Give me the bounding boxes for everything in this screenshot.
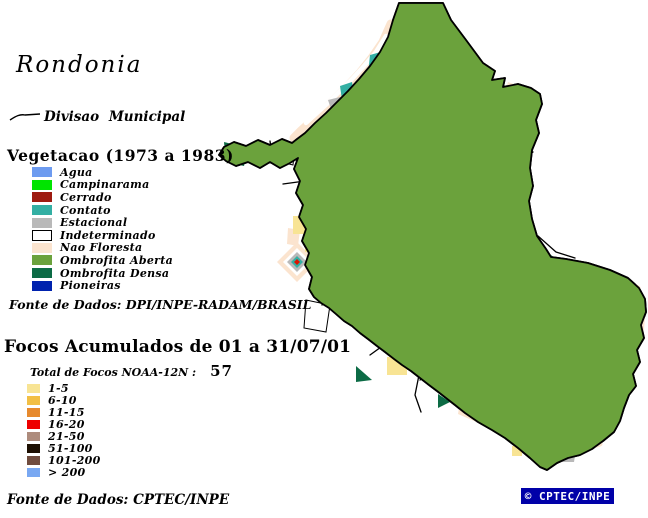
vegetation-source: Fonte de Dados: DPI/INPE-RADAM/BRASIL	[9, 297, 312, 312]
legend-item: 51-100	[27, 441, 101, 455]
legend-label: 51-100	[48, 441, 93, 455]
legend-label: Contato	[60, 203, 111, 217]
legend-item: Cerrado	[32, 191, 173, 204]
legend-swatch	[32, 205, 52, 216]
legend-swatch	[32, 217, 52, 228]
vegetation-heading: Vegetacao (1973 a 1983)	[7, 146, 234, 165]
legend-label: 16-20	[48, 418, 85, 432]
legend-swatch	[27, 408, 40, 418]
legend-swatch	[27, 396, 40, 406]
legend-item: 101-200	[27, 453, 101, 467]
legend-item: Indeterminado	[32, 229, 173, 242]
legend-swatch	[32, 192, 52, 203]
legend-item: Agua	[32, 166, 173, 179]
legend-swatch	[27, 455, 40, 465]
legend-swatch	[27, 443, 40, 453]
legend-swatch	[27, 420, 40, 430]
legend-swatch	[32, 280, 52, 291]
focos-total-value: 57	[210, 362, 233, 380]
legend-label: > 200	[48, 465, 86, 479]
legend-swatch	[27, 384, 40, 394]
legend-item: 1-5	[27, 382, 101, 396]
legend-label: Ombrofita Densa	[60, 266, 170, 280]
legend-swatch	[32, 255, 52, 266]
legend-label: 6-10	[48, 394, 77, 408]
state-border	[218, 2, 647, 471]
focos-heading: Focos Acumulados de 01 a 31/07/01	[4, 337, 352, 357]
legend-item: Ombrofita Densa	[32, 267, 173, 280]
legend-item: Ombrofita Aberta	[32, 254, 173, 267]
legend-swatch	[27, 432, 40, 441]
legend-label: Campinarama	[60, 178, 150, 192]
legend-item: Campinarama	[32, 178, 173, 192]
legend-swatch	[32, 242, 52, 253]
legend-item: 11-15	[27, 406, 101, 420]
legend-item: Contato	[32, 204, 173, 217]
division-line-icon	[8, 107, 42, 123]
legend-label: Agua	[60, 165, 93, 179]
legend-label: Pioneiras	[60, 279, 121, 293]
focos-legend: 1-5 6-10 11-15 16-20 21-50 51-100 101-20…	[27, 382, 101, 479]
legend-item: 6-10	[27, 394, 101, 408]
legend-item: > 200	[27, 465, 101, 479]
legend-label: 11-15	[48, 406, 85, 420]
cptec-inpe-badge: © CPTEC/INPE	[521, 488, 614, 504]
legend-swatch	[32, 229, 52, 241]
legend-item: Estacional	[32, 216, 173, 229]
legend-label: Ombrofita Aberta	[60, 253, 174, 267]
legend-item: Nao Floresta	[32, 241, 173, 255]
legend-swatch	[32, 179, 52, 190]
focos-total-label: Total de Focos NOAA-12N :	[30, 366, 197, 379]
legend-label: 21-50	[48, 430, 85, 444]
legend-label: Cerrado	[60, 190, 112, 204]
legend-label: Estacional	[60, 216, 128, 230]
legend-item: Pioneiras	[32, 279, 173, 292]
legend-label: 101-200	[48, 453, 101, 467]
legend-label: 1-5	[48, 382, 69, 396]
legend-label: Indeterminado	[60, 228, 156, 242]
legend-label: Nao Floresta	[60, 241, 143, 255]
legend-item: 16-20	[27, 418, 101, 432]
vegetation-legend: Agua Campinarama Cerrado Contato Estacio…	[32, 166, 173, 292]
page-title: Rondonia	[16, 52, 143, 78]
legend-swatch	[32, 167, 52, 178]
legend-item: 21-50	[27, 430, 101, 444]
focos-source: Fonte de Dados: CPTEC/INPE	[7, 492, 230, 508]
focos-total: Total de Focos NOAA-12N : 57	[30, 362, 233, 380]
legend-swatch	[27, 467, 40, 477]
division-label: Divisao Municipal	[44, 109, 186, 125]
legend-swatch	[32, 268, 52, 279]
